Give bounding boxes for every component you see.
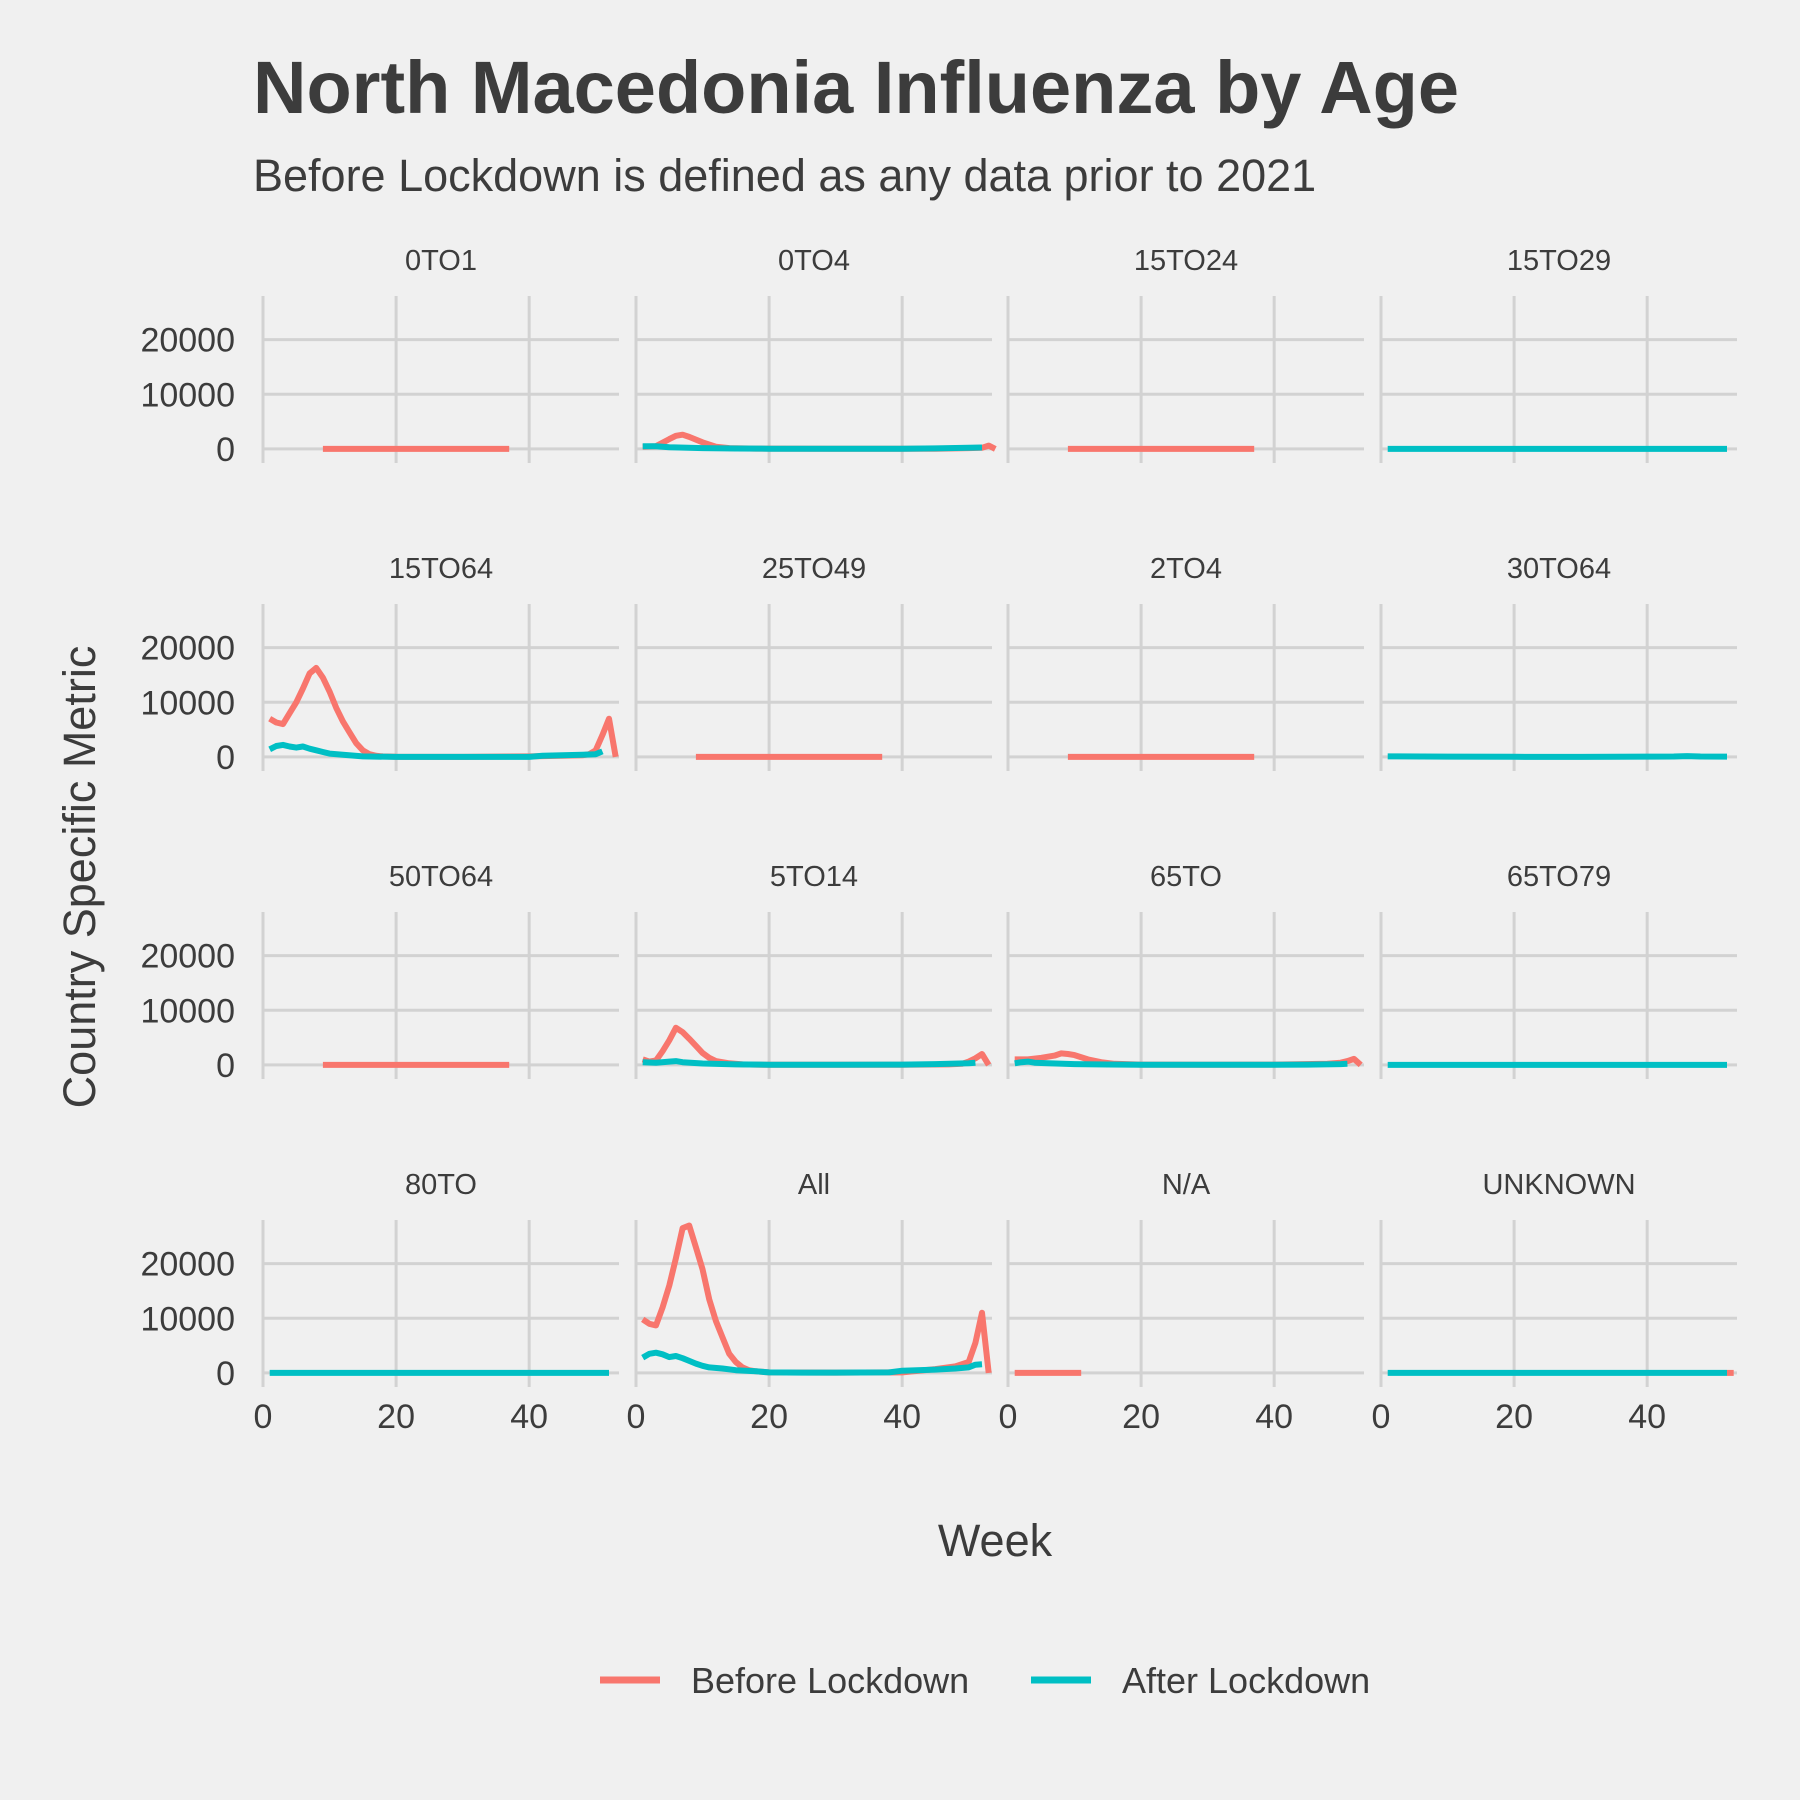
x-tick-label: 20 (750, 1398, 788, 1436)
y-tick-label: 10000 (140, 684, 235, 722)
legend: Before Lockdown After Lockdown (600, 1660, 1370, 1701)
x-tick-label: 0 (627, 1398, 646, 1436)
panel-2to4: 2TO4 (1006, 553, 1364, 771)
x-tick-label: 40 (1628, 1398, 1666, 1436)
chart-subtitle: Before Lockdown is defined as any data p… (253, 150, 1316, 201)
y-tick-label: 10000 (140, 376, 235, 414)
strip-label: 15TO24 (1134, 245, 1238, 277)
x-tick-label: 40 (1255, 1398, 1293, 1436)
strip-label: N/A (1162, 1169, 1211, 1201)
panel-25to49: 25TO49 (634, 553, 992, 771)
legend-label-after: After Lockdown (1122, 1660, 1370, 1701)
y-tick-label: 0 (216, 431, 235, 469)
panel-n-a: N/A 0 20 40 (999, 1169, 1364, 1436)
y-tick-label: 20000 (140, 938, 235, 976)
strip-label: 30TO64 (1507, 553, 1611, 585)
strip-label: 15TO29 (1507, 245, 1611, 277)
y-tick-label: 20000 (140, 1246, 235, 1284)
series-line-after (642, 443, 983, 452)
x-tick-label: 0 (254, 1398, 273, 1436)
legend-label-before: Before Lockdown (691, 1660, 969, 1701)
strip-label: 0TO1 (405, 245, 477, 277)
x-tick-label: 20 (1122, 1398, 1160, 1436)
series-line-before (268, 664, 619, 760)
panel-15to24: 15TO24 (1006, 245, 1364, 463)
panel-65to79: 65TO79 (1379, 861, 1737, 1079)
panel-0to1: 0TO1 0 10000 20000 (140, 245, 619, 469)
strip-label: 65TO (1150, 861, 1222, 893)
strip-label: 50TO64 (389, 861, 493, 893)
series-line-after (1014, 1058, 1348, 1068)
panel-65to: 65TO (1006, 861, 1364, 1079)
series-line-after (268, 741, 604, 760)
strip-label: 80TO (405, 1169, 477, 1201)
series-line-before (641, 1024, 992, 1068)
panel-15to64: 15TO64 0 10000 20000 (140, 553, 619, 777)
strip-label: All (798, 1169, 830, 1201)
x-tick-label: 20 (377, 1398, 415, 1436)
x-tick-label: 0 (1372, 1398, 1391, 1436)
chart-title: North Macedonia Influenza by Age (253, 46, 1459, 129)
panel-50to64: 50TO64 0 10000 20000 (140, 861, 619, 1085)
panel-5to14: 5TO14 (634, 861, 992, 1079)
panel-all: All 0 20 40 (627, 1169, 992, 1436)
strip-label: 0TO4 (778, 245, 850, 277)
y-tick-label: 0 (216, 1355, 235, 1393)
strip-label: 25TO49 (762, 553, 866, 585)
x-tick-label: 20 (1495, 1398, 1533, 1436)
series-line-before (641, 1222, 992, 1376)
x-axis-title: Week (938, 1515, 1053, 1566)
series-line-after (1387, 753, 1728, 760)
panel-unknown: UNKNOWN 0 20 40 (1372, 1169, 1737, 1436)
strip-label: 2TO4 (1150, 553, 1222, 585)
series-line-after (642, 1058, 976, 1068)
y-tick-label: 0 (216, 1047, 235, 1085)
y-tick-label: 10000 (140, 992, 235, 1030)
panel-80to: 80TO 0 10000 20000 0 20 40 (140, 1169, 619, 1436)
x-tick-label: 40 (883, 1398, 921, 1436)
strip-label: 65TO79 (1507, 861, 1611, 893)
y-tick-label: 10000 (140, 1300, 235, 1338)
y-tick-label: 0 (216, 739, 235, 777)
series-line-after (641, 1349, 983, 1376)
strip-label: 15TO64 (389, 553, 493, 585)
panel-15to29: 15TO29 (1379, 245, 1737, 463)
panel-0to4: 0TO4 (634, 245, 997, 463)
strip-label: UNKNOWN (1482, 1169, 1635, 1201)
x-tick-label: 40 (510, 1398, 548, 1436)
panel-30to64: 30TO64 (1379, 553, 1737, 771)
strip-label: 5TO14 (770, 861, 858, 893)
y-tick-label: 20000 (140, 322, 235, 360)
x-tick-label: 0 (999, 1398, 1018, 1436)
y-tick-label: 20000 (140, 630, 235, 668)
y-axis-title: Country Specific Metric (54, 646, 105, 1109)
